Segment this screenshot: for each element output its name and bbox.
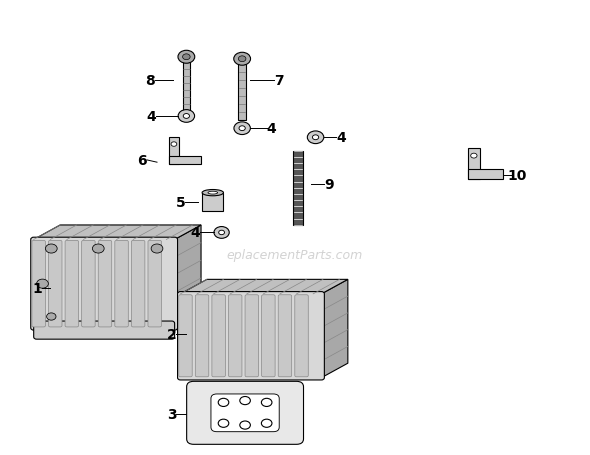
Circle shape: [45, 244, 57, 253]
Polygon shape: [181, 280, 348, 294]
Circle shape: [183, 114, 189, 119]
FancyBboxPatch shape: [32, 241, 45, 327]
Circle shape: [214, 227, 230, 239]
FancyBboxPatch shape: [179, 295, 192, 377]
Text: 3: 3: [167, 407, 176, 421]
Circle shape: [234, 122, 250, 135]
Text: 4: 4: [267, 122, 276, 136]
FancyBboxPatch shape: [34, 321, 175, 339]
FancyBboxPatch shape: [278, 295, 291, 377]
FancyBboxPatch shape: [115, 241, 128, 327]
Text: 7: 7: [274, 74, 284, 87]
Circle shape: [37, 279, 48, 288]
Polygon shape: [169, 157, 201, 165]
Circle shape: [151, 244, 163, 253]
Circle shape: [471, 154, 477, 159]
FancyBboxPatch shape: [99, 241, 112, 327]
FancyBboxPatch shape: [48, 241, 62, 327]
Circle shape: [219, 231, 225, 235]
Circle shape: [178, 51, 195, 64]
Circle shape: [240, 397, 250, 405]
FancyBboxPatch shape: [178, 292, 324, 380]
Bar: [293, 152, 303, 225]
FancyBboxPatch shape: [148, 241, 162, 327]
Text: 1: 1: [33, 282, 42, 296]
FancyBboxPatch shape: [31, 238, 178, 330]
Ellipse shape: [208, 192, 218, 195]
FancyBboxPatch shape: [261, 295, 275, 377]
Circle shape: [93, 244, 104, 253]
Polygon shape: [175, 226, 201, 328]
Circle shape: [234, 53, 251, 66]
FancyBboxPatch shape: [212, 295, 225, 377]
Text: 9: 9: [324, 177, 334, 192]
Bar: [182, 63, 190, 112]
Circle shape: [261, 419, 272, 427]
Circle shape: [218, 399, 229, 407]
FancyBboxPatch shape: [295, 295, 308, 377]
Circle shape: [239, 126, 245, 131]
Bar: [202, 193, 224, 211]
FancyBboxPatch shape: [195, 295, 209, 377]
Text: 4: 4: [336, 131, 346, 145]
Text: 6: 6: [137, 154, 147, 167]
Text: 2: 2: [167, 327, 176, 341]
Circle shape: [238, 57, 246, 62]
FancyBboxPatch shape: [245, 295, 258, 377]
Text: 5: 5: [176, 195, 185, 209]
Circle shape: [171, 142, 177, 147]
Circle shape: [182, 55, 190, 61]
Ellipse shape: [202, 190, 224, 197]
Circle shape: [307, 131, 324, 144]
Circle shape: [261, 399, 272, 407]
Circle shape: [218, 419, 229, 427]
Text: eplacementParts.com: eplacementParts.com: [227, 248, 363, 261]
Circle shape: [313, 136, 319, 140]
Polygon shape: [468, 148, 480, 180]
Text: 4: 4: [191, 226, 200, 240]
FancyBboxPatch shape: [65, 241, 78, 327]
Circle shape: [178, 111, 195, 123]
Circle shape: [47, 313, 56, 320]
Text: 4: 4: [146, 110, 156, 124]
Polygon shape: [169, 138, 179, 165]
Text: 8: 8: [145, 74, 155, 87]
Polygon shape: [322, 280, 348, 378]
FancyBboxPatch shape: [211, 394, 279, 432]
Bar: [238, 65, 246, 121]
FancyBboxPatch shape: [186, 381, 303, 445]
Polygon shape: [34, 226, 201, 240]
Circle shape: [240, 421, 250, 429]
Polygon shape: [468, 170, 503, 180]
FancyBboxPatch shape: [132, 241, 145, 327]
FancyBboxPatch shape: [228, 295, 242, 377]
FancyBboxPatch shape: [81, 241, 95, 327]
Text: 10: 10: [507, 168, 527, 182]
